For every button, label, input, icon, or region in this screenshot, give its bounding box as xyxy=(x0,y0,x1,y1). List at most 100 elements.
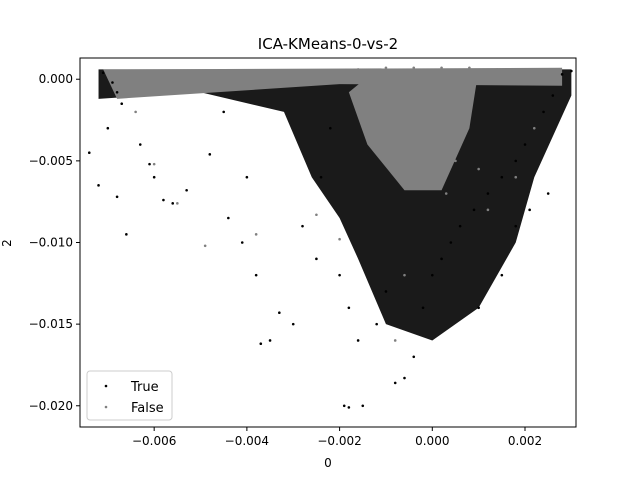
scatter-point-true xyxy=(472,208,476,212)
scatter-point-true xyxy=(393,381,397,385)
scatter-point-true xyxy=(227,216,230,220)
scatter-point-false xyxy=(176,202,179,205)
y-axis-label: 2 xyxy=(0,239,14,247)
scatter-point-false xyxy=(421,184,425,187)
scatter-point-true xyxy=(222,110,226,114)
scatter-point-false xyxy=(486,208,490,212)
scatter-point-false xyxy=(444,192,448,195)
scatter-point-true xyxy=(148,162,151,166)
y-tick-label: −0.020 xyxy=(29,399,73,413)
scatter-point-false xyxy=(412,66,416,70)
scatter-point-true xyxy=(97,184,100,187)
scatter-point-false xyxy=(134,110,137,114)
scatter-point-false xyxy=(477,167,480,171)
scatter-point-true xyxy=(185,188,188,192)
scatter-point-false xyxy=(468,66,471,70)
scatter-point-true xyxy=(291,322,295,326)
scatter-point-true xyxy=(546,192,550,195)
scatter-point-false xyxy=(495,68,499,71)
legend-label-true: True xyxy=(130,380,159,395)
scatter-point-false xyxy=(440,66,443,70)
cloud-false-wedge xyxy=(348,69,479,191)
scatter-point-true xyxy=(500,175,504,179)
scatter-point-false xyxy=(514,175,518,179)
scatter-point-true xyxy=(120,102,124,106)
scatter-point-true xyxy=(208,153,212,156)
scatter-point-true xyxy=(523,143,527,146)
x-axis-ticks: −0.006 −0.004 −0.002 0.000 0.002 xyxy=(132,427,542,448)
scatter-point-true xyxy=(347,306,351,310)
scatter-points xyxy=(87,66,573,409)
scatter-point-true xyxy=(421,306,425,310)
x-tick-label: −0.004 xyxy=(225,434,269,448)
scatter-point-true xyxy=(301,224,304,228)
scatter-point-false xyxy=(315,213,318,217)
y-tick-label: −0.015 xyxy=(29,317,73,331)
scatter-point-true xyxy=(115,90,119,94)
y-tick-label: −0.010 xyxy=(29,236,73,250)
scatter-point-false xyxy=(106,73,110,76)
scatter-point-true xyxy=(87,151,91,154)
scatter-point-true xyxy=(278,311,281,315)
scatter-point-true xyxy=(259,342,263,346)
scatter-point-true xyxy=(245,175,249,179)
scatter-point-true xyxy=(315,257,318,261)
legend-label-false: False xyxy=(131,401,164,416)
y-tick-label: 0.000 xyxy=(39,72,73,86)
legend: True False xyxy=(86,370,173,421)
scatter-point-false xyxy=(329,69,332,73)
scatter-point-false xyxy=(134,74,137,78)
scatter-point-true xyxy=(106,126,110,130)
scatter-point-true xyxy=(342,404,346,408)
scatter-point-false xyxy=(217,74,221,78)
scatter-point-true xyxy=(361,404,365,408)
legend-box xyxy=(86,370,173,421)
point-cloud xyxy=(98,67,572,341)
scatter-point-false xyxy=(254,233,258,236)
scatter-point-true xyxy=(268,339,272,342)
y-axis-ticks: 0.000 −0.005 −0.010 −0.015 −0.020 xyxy=(29,72,80,413)
scatter-point-false xyxy=(523,68,527,71)
scatter-point-false xyxy=(542,71,545,74)
scatter-point-false xyxy=(454,159,457,163)
scatter-point-false xyxy=(384,66,388,70)
scatter-point-false xyxy=(152,162,156,166)
scatter-point-true xyxy=(254,273,258,277)
scatter-point-true xyxy=(542,110,545,114)
scatter-point-true xyxy=(458,224,462,228)
scatter-point-true xyxy=(449,241,453,244)
scatter-point-true xyxy=(152,175,156,179)
scatter-point-false xyxy=(393,339,397,342)
x-tick-label: 0.002 xyxy=(508,434,542,448)
scatter-point-true xyxy=(486,192,490,195)
scatter-point-false xyxy=(203,244,207,248)
scatter-point-false xyxy=(273,77,276,81)
scatter-point-true xyxy=(500,273,504,277)
scatter-point-true xyxy=(171,202,175,205)
scatter-point-false xyxy=(162,76,165,79)
x-axis-label: 0 xyxy=(324,456,332,470)
y-tick-label: −0.005 xyxy=(29,154,73,168)
x-tick-label: 0.000 xyxy=(415,434,449,448)
legend-marker-false xyxy=(104,405,108,409)
scatter-point-false xyxy=(338,237,341,241)
scatter-point-true xyxy=(412,355,416,359)
scatter-point-true xyxy=(528,208,531,212)
scatter-point-true xyxy=(347,406,351,409)
scatter-point-true xyxy=(115,195,119,199)
scatter-point-true xyxy=(514,224,518,228)
scatter-point-true xyxy=(375,322,378,326)
scatter-point-false xyxy=(430,143,434,146)
scatter-point-false xyxy=(407,126,411,130)
scatter-point-true xyxy=(319,175,323,179)
scatter-point-false xyxy=(356,68,360,71)
scatter-point-true xyxy=(403,376,406,380)
chart-title: ICA-KMeans-0-vs-2 xyxy=(258,35,398,53)
scatter-point-false xyxy=(245,76,249,79)
scatter-point-true xyxy=(125,233,128,236)
scatter-point-true xyxy=(356,339,360,342)
x-tick-label: −0.006 xyxy=(132,434,176,448)
legend-marker-true xyxy=(104,384,108,388)
scatter-point-true xyxy=(111,81,114,84)
